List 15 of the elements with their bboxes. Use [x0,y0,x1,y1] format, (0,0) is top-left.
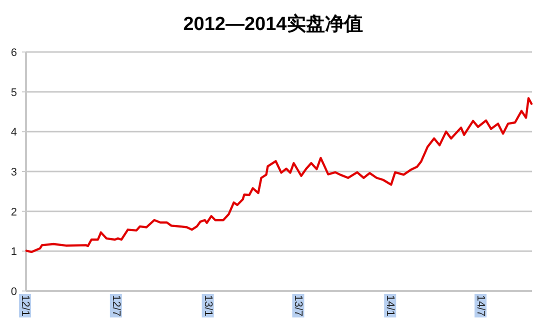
y-tick-label: 6 [10,47,17,59]
chart-title: 2012—2014实盘净值 [183,13,363,35]
x-tick-label: 14/1 [384,295,396,316]
y-tick-label: 4 [10,126,17,139]
y-tick-label: 1 [10,246,17,258]
x-tick-label: 14/7 [474,295,487,316]
x-tick-label: 12/1 [19,295,31,316]
y-tick-label: 3 [10,166,17,178]
x-tick-label: 13/1 [202,295,214,316]
line-series [25,97,533,254]
x-tick-label: 13/7 [292,295,304,316]
x-tick-label: 12/7 [110,295,122,316]
y-tick-label: 5 [10,86,17,99]
y-tick-label: 0 [10,286,17,298]
y-tick-label: 2 [10,206,17,218]
